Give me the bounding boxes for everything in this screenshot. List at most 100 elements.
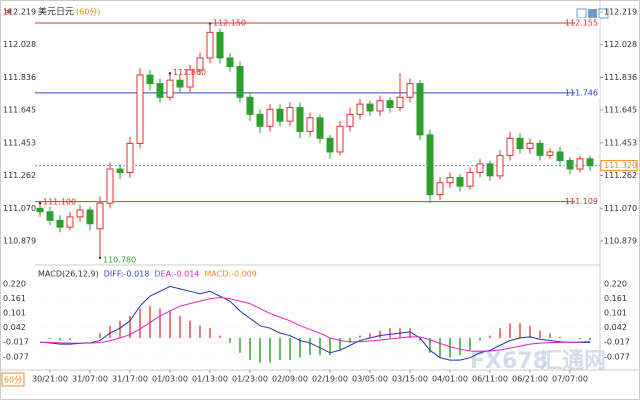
y-tick-label-right: 0.101 — [604, 309, 627, 318]
candle-body — [186, 69, 194, 88]
y-tick-label: -0.077 — [3, 352, 29, 361]
candle-body — [346, 113, 354, 127]
annotation-dot — [38, 202, 42, 205]
watermark: 汇通网 — [540, 349, 606, 374]
annotation-dot — [208, 22, 212, 25]
candle-body — [396, 96, 404, 109]
x-tick-label: 01/13:00 — [192, 375, 228, 384]
candle-body — [306, 117, 314, 132]
period-label: 60分 — [4, 376, 22, 385]
legend-entry: MACD(26,12,9) — [38, 270, 99, 279]
level-label-box — [575, 17, 600, 28]
y-tick-label-right: 0.042 — [604, 323, 627, 332]
candle-body — [286, 107, 294, 122]
candle-body — [556, 151, 564, 161]
x-tick-label: 03/15:00 — [392, 375, 428, 384]
candle-body — [256, 113, 264, 127]
candle-body — [66, 216, 74, 228]
level-label-box — [575, 196, 600, 207]
candle-body — [126, 142, 134, 173]
candle-body — [386, 100, 394, 109]
x-tick-label: 03/05:00 — [352, 375, 388, 384]
level-label: 111.109 — [565, 197, 598, 206]
x-tick-label: 31/17:00 — [112, 375, 148, 384]
y-tick-label-right: -0.017 — [604, 338, 630, 347]
chart-subtitle: (60分) — [76, 8, 100, 17]
y-tick-label: 0.042 — [3, 323, 26, 332]
y-tick-label: 0.101 — [3, 309, 26, 318]
x-tick-label: 31/07:00 — [72, 375, 108, 384]
y-tick-label-right: 0.220 — [604, 279, 627, 288]
annotation-label: 111.100 — [43, 198, 76, 207]
candle-body — [156, 83, 164, 98]
candle-body — [406, 83, 414, 98]
y-tick-label: 110.879 — [3, 236, 36, 245]
candle-body — [166, 79, 174, 98]
x-tick-label: 02/09:00 — [272, 375, 308, 384]
candle-body — [276, 108, 284, 122]
candle-body — [266, 108, 274, 127]
indicator-icon: ✱ — [6, 8, 12, 16]
y-tick-label-right: 111.070 — [604, 204, 637, 213]
x-tick-label: 06/11:00 — [472, 375, 508, 384]
y-tick-label-right: 112.028 — [604, 40, 637, 49]
y-tick-label: 112.219 — [3, 8, 36, 17]
candle-body — [236, 66, 244, 98]
candle-body — [316, 117, 324, 139]
macd-line — [39, 296, 591, 352]
y-tick-label-right: 111.645 — [604, 106, 637, 115]
candle-body — [466, 171, 474, 187]
annotation-label: 112.150 — [213, 18, 246, 27]
candle-body — [576, 158, 584, 170]
candle-body — [336, 125, 344, 153]
candle-body — [56, 219, 64, 228]
y-tick-label-right: 111.453 — [604, 138, 637, 147]
y-tick-label: 112.028 — [3, 40, 36, 49]
y-tick-label: 0.220 — [3, 279, 26, 288]
candle-body — [476, 163, 484, 173]
candle-body — [416, 83, 424, 136]
legend-entry: DEA:-0.014 — [154, 270, 199, 279]
candle-body — [46, 211, 54, 221]
y-tick-label-right: 112.219 — [604, 8, 637, 17]
candle-body — [456, 177, 464, 187]
x-tick-label: 07/07:00 — [552, 375, 588, 384]
candle-body — [436, 182, 444, 196]
x-tick-label: 06/21:00 — [512, 375, 548, 384]
current-price-box — [600, 160, 638, 172]
level-label: 112.155 — [565, 18, 598, 27]
level-label-box — [575, 87, 600, 98]
period-button[interactable] — [1, 372, 25, 387]
annotation-label: 111.860 — [173, 68, 206, 77]
y-tick-label: 111.453 — [3, 138, 36, 147]
close-button[interactable] — [598, 8, 609, 19]
candle-body — [326, 137, 334, 153]
candle-body — [76, 209, 84, 218]
candle-body — [566, 159, 574, 170]
candle-body — [116, 168, 124, 173]
candle-body — [526, 142, 534, 150]
candle-body — [586, 158, 594, 167]
candle-body — [536, 142, 544, 156]
candle-body — [196, 57, 204, 71]
candle-body — [426, 134, 434, 196]
candle-body — [496, 154, 504, 177]
zoom-button[interactable] — [576, 8, 587, 19]
macd-line — [39, 285, 590, 361]
candle-body — [366, 103, 374, 112]
chart-title: 美元日元 — [38, 6, 74, 18]
candle-body — [516, 137, 524, 150]
annotation-dot — [168, 72, 172, 75]
annotation-label: 110.780 — [103, 255, 136, 264]
candle-body — [446, 177, 454, 184]
current-price-label: 111.320 — [604, 161, 637, 170]
legend-entry: DIFF:-0.018 — [104, 270, 150, 279]
y-tick-label-right: 111.836 — [604, 73, 637, 82]
level-label: 111.746 — [565, 88, 598, 97]
candle-body — [176, 79, 184, 88]
candle-body — [96, 202, 104, 230]
candle-body — [206, 31, 214, 59]
settings-button[interactable] — [588, 9, 597, 18]
y-tick-label-right: 110.879 — [604, 236, 637, 245]
